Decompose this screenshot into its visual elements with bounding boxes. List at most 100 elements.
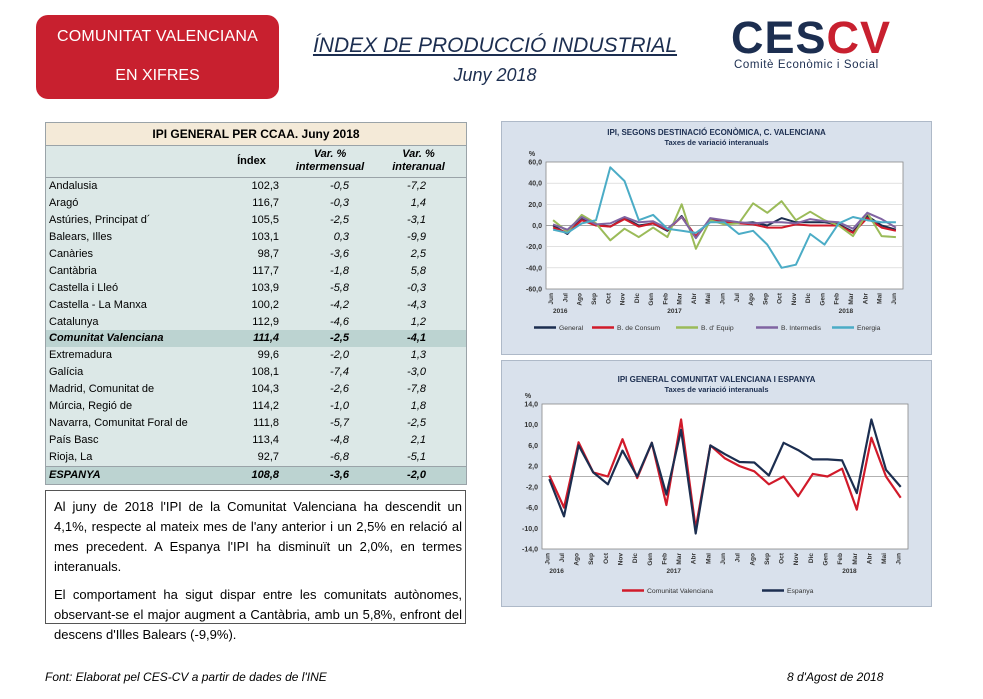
logo-brand-b: CV — [826, 12, 892, 63]
page-title: ÍNDEX DE PRODUCCIÓ INDUSTRIAL — [312, 34, 678, 57]
x-tick-label: Oct — [603, 552, 610, 564]
series-line-espanya — [548, 418, 902, 535]
x-tick-label: Jun — [544, 553, 551, 565]
index-value: 103,1 — [251, 230, 279, 243]
yoy-value: -7,2 — [407, 180, 426, 192]
x-tick-label: Dic — [808, 553, 815, 564]
x-tick-label: Jun — [891, 293, 898, 305]
x-tick-label: Feb — [661, 553, 668, 565]
chart-subtitle: Taxes de variació interanuals — [664, 385, 768, 394]
series-line-b-intermedis — [552, 211, 897, 240]
mom-value: -4,6 — [330, 315, 349, 328]
header-mom: Var. % intermensual — [295, 148, 365, 173]
table-row: Galícia 108,1 -7,4 -3,0 — [46, 364, 466, 382]
y-tick-label: 2,0 — [528, 464, 538, 471]
mom-value: -1,0 — [330, 400, 349, 413]
ipi-table: IPI GENERAL PER CCAA. Juny 2018 Índex Va… — [45, 122, 467, 485]
x-tick-label: Nov — [618, 553, 625, 566]
x-tick-label: Feb — [834, 293, 841, 305]
region-name: Castella - La Manxa — [49, 298, 147, 311]
index-value: 99,6 — [257, 349, 279, 362]
y-tick-label: 6,0 — [528, 443, 538, 450]
yoy-value: 1,2 — [410, 315, 426, 328]
index-value: 112,9 — [252, 315, 279, 328]
x-tick-label: Ago — [749, 553, 756, 566]
x-tick-label: Sep — [588, 553, 595, 565]
series-line-comunitat-valenciana — [548, 418, 902, 530]
x-tick-label: Mai — [705, 293, 712, 304]
index-value: 116,7 — [252, 196, 279, 209]
region-name: Aragó — [49, 196, 79, 209]
x-tick-label: Sep — [591, 293, 598, 305]
y-tick-label: -60,0 — [526, 287, 542, 294]
mom-value: -3,6 — [330, 468, 349, 481]
table-row: País Basc 113,4 -4,8 2,1 — [46, 432, 466, 449]
mom-value: -3,6 — [330, 247, 349, 260]
region-name: Astúries, Principat d´ — [49, 213, 151, 226]
yoy-value: -3,1 — [407, 213, 426, 226]
chart-cv-spain-svg: IPI GENERAL COMUNITAT VALENCIANA I ESPAN… — [522, 375, 909, 595]
x-tick-label: Dic — [632, 553, 639, 564]
table-row: Madrid, Comunitat de 104,3 -2,6 -7,8 — [46, 381, 466, 399]
mom-value: -1,8 — [330, 264, 349, 277]
y-tick-label: -14,0 — [522, 547, 538, 554]
region-name: Múrcia, Regió de — [49, 400, 133, 413]
legend-label: General — [559, 325, 584, 332]
yoy-value: 1,3 — [410, 349, 426, 362]
x-tick-label: Jun — [548, 293, 555, 305]
region-name: Extremadura — [49, 349, 112, 362]
mom-value: -2,5 — [330, 332, 349, 345]
summary-paragraph-2: El comportament ha sigut dispar entre le… — [54, 587, 462, 642]
y-tick-label: -40,0 — [526, 265, 542, 272]
x-tick-label: Abr — [862, 293, 869, 305]
x-tick-label: Mar — [676, 553, 683, 565]
year-label: 2016 — [553, 308, 568, 315]
index-value: 108,1 — [251, 366, 279, 379]
index-value: 103,9 — [251, 281, 279, 294]
yoy-value: 5,8 — [410, 264, 426, 277]
mom-value: -6,8 — [330, 451, 349, 463]
yoy-value: -7,8 — [407, 383, 426, 396]
mom-value: -2,6 — [330, 383, 349, 396]
chart-title: IPI GENERAL COMUNITAT VALENCIANA I ESPAN… — [618, 375, 816, 384]
yoy-value: 2,1 — [410, 434, 426, 447]
region-name: Madrid, Comunitat de — [49, 383, 155, 396]
yoy-value: -2,0 — [407, 468, 426, 481]
logo-tagline: Comitè Econòmic i Social — [734, 59, 879, 71]
region-name: Cantàbria — [49, 264, 97, 277]
y-tick-label: 40,0 — [528, 181, 542, 188]
x-tick-label: Feb — [662, 293, 669, 305]
x-tick-label: Abr — [691, 293, 698, 305]
x-tick-label: Oct — [779, 552, 786, 564]
table-header: Índex Var. % intermensual Var. % interan… — [46, 146, 466, 178]
index-value: 114,2 — [252, 400, 279, 413]
table-row: Castella - La Manxa 100,2 -4,2 -4,3 — [46, 296, 466, 314]
index-value: 108,8 — [251, 468, 279, 481]
y-axis-label: % — [529, 151, 536, 158]
region-name: Canàries — [49, 247, 94, 260]
chart-cv-spain: IPI GENERAL COMUNITAT VALENCIANA I ESPAN… — [501, 360, 932, 607]
year-label: 2018 — [839, 308, 854, 315]
table-row: Canàries 98,7 -3,6 2,5 — [46, 245, 466, 263]
yoy-value: -2,5 — [407, 417, 426, 430]
x-tick-label: Mai — [881, 553, 888, 564]
mom-value: -2,5 — [330, 213, 349, 226]
x-tick-label: Ago — [577, 293, 584, 306]
legend-label: B. d' Equip — [701, 325, 734, 332]
y-tick-label: 20,0 — [528, 202, 542, 209]
mom-value: -0,3 — [330, 196, 349, 209]
chart-title: IPI, SEGONS DESTINACIÓ ECONÒMICA, C. VAL… — [607, 128, 826, 137]
x-tick-label: Sep — [764, 553, 771, 565]
mom-value: -5,7 — [330, 417, 349, 430]
header-yoy: Var. % interanual — [392, 148, 445, 173]
region-name: Andalusia — [49, 180, 98, 192]
chart-subtitle: Taxes de variació interanuals — [664, 138, 768, 147]
region-name: Castella i Lleó — [49, 281, 119, 294]
series-line-b-d-equip — [552, 200, 896, 250]
table-row: Cantàbria 117,7 -1,8 5,8 — [46, 262, 466, 280]
region-name: Catalunya — [49, 315, 99, 328]
x-tick-label: Nov — [620, 293, 627, 306]
x-tick-label: Jul — [734, 293, 741, 303]
region-name: ESPANYA — [49, 468, 101, 481]
index-value: 100,2 — [251, 298, 279, 311]
